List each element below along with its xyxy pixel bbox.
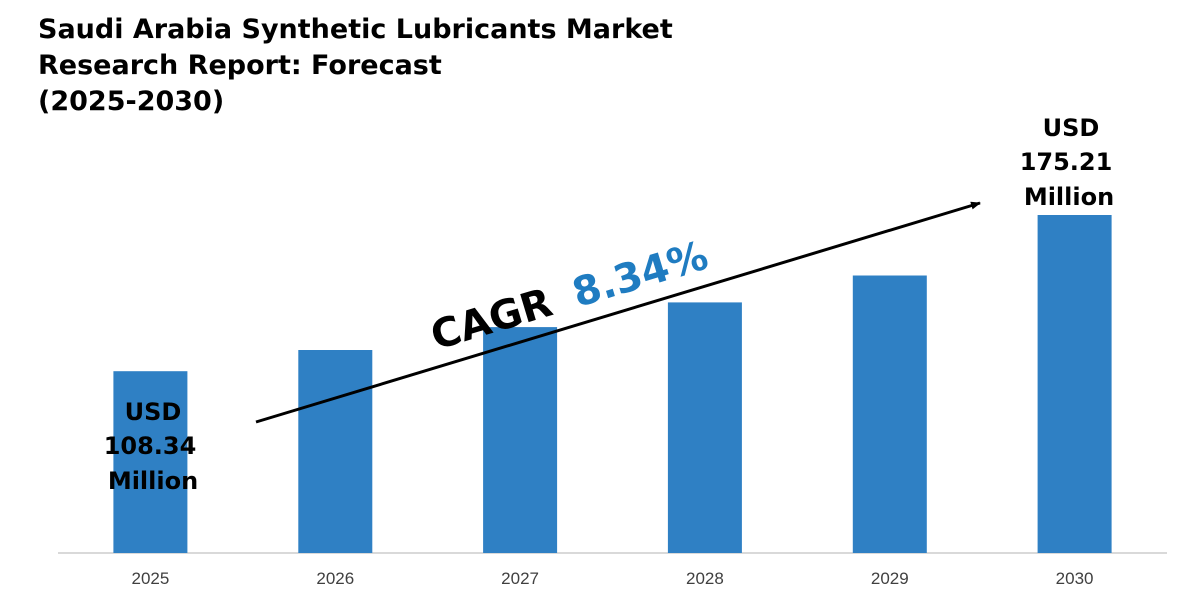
start-callout-currency: USD	[125, 398, 182, 426]
x-tick-label-2026: 2026	[316, 569, 354, 588]
start-value-callout: USD 108.34 Million	[104, 398, 199, 495]
bar-2030	[1037, 215, 1112, 553]
chart-title: Saudi Arabia Synthetic Lubricants Market…	[38, 12, 718, 120]
bar-2028	[667, 302, 742, 553]
bar-2026	[298, 350, 373, 553]
x-tick-label-2025: 2025	[131, 569, 169, 588]
title-line-2: Research Report: Forecast	[38, 50, 442, 81]
x-tick-labels: 2025 2026 2027 2028 2029 2030	[131, 569, 1093, 588]
trend-arrow	[255, 201, 981, 424]
start-callout-value: 108.34	[104, 432, 197, 460]
x-tick-label-2027: 2027	[501, 569, 539, 588]
x-tick-label-2029: 2029	[871, 569, 909, 588]
end-callout-currency: USD	[1043, 114, 1100, 142]
title-line-3: (2025-2030)	[38, 86, 225, 117]
bars-group	[113, 215, 1112, 553]
end-value-callout: USD 175.21 Million	[1020, 114, 1115, 211]
end-callout-unit: Million	[1024, 183, 1114, 211]
bar-2025	[113, 371, 188, 553]
x-tick-label-2030: 2030	[1056, 569, 1094, 588]
bar-2029	[852, 275, 927, 553]
title-line-1: Saudi Arabia Synthetic Lubricants Market	[38, 14, 673, 45]
x-tick-label-2028: 2028	[686, 569, 724, 588]
bar-2027	[483, 327, 558, 553]
start-callout-unit: Million	[108, 467, 198, 495]
end-callout-value: 175.21	[1020, 148, 1113, 176]
